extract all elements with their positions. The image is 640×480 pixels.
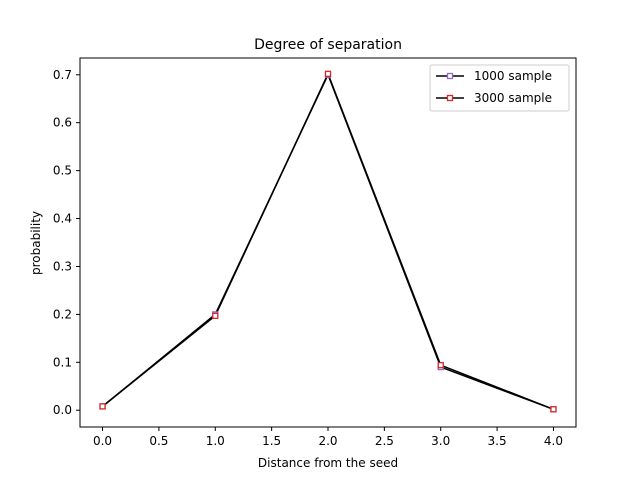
chart-title: Degree of separation [254,37,402,53]
x-tick-label: 2.5 [375,434,394,448]
series-2-point [99,403,106,410]
x-tick-label: 1.0 [206,434,225,448]
series-line-2 [102,71,554,410]
y-axis-ticks: 0.0 0.1 0.2 0.3 0.4 0.5 0.6 0.7 [53,68,80,417]
plot-area [99,70,557,413]
x-tick-label: 3.5 [488,434,507,448]
series-2-point [550,406,557,413]
legend-label-2: 3000 sample [474,91,552,105]
x-tick-label: 4.0 [544,434,563,448]
x-tick-label: 0.0 [93,434,112,448]
y-tick-label: 0.2 [53,307,72,321]
x-axis-label: Distance from the seed [258,456,398,470]
series-line-1 [102,72,554,410]
legend: 1000 sample 3000 sample [429,64,570,112]
x-tick-label: 0.5 [149,434,168,448]
x-axis-ticks: 0.0 0.5 1.0 1.5 2.0 2.5 3.0 3.5 4.0 [93,427,563,448]
legend-marker-2 [446,94,454,102]
x-tick-label: 1.5 [262,434,281,448]
y-tick-label: 0.1 [53,355,72,369]
y-tick-label: 0.7 [53,68,72,82]
axes-frame [79,57,577,428]
series-2-point [212,312,219,319]
series-2-point [437,362,444,369]
legend-box [429,64,570,112]
y-tick-label: 0.3 [53,259,72,273]
legend-marker-1 [446,72,454,80]
series-2-point [324,70,332,77]
y-tick-label: 0.6 [53,116,72,130]
y-axis-label: probability [29,211,43,275]
x-tick-label: 2.0 [318,434,337,448]
x-tick-label: 3.0 [431,434,450,448]
y-tick-label: 0.5 [53,164,72,178]
y-tick-label: 0.4 [53,212,72,226]
legend-label-1: 1000 sample [474,69,552,83]
y-tick-label: 0.0 [53,403,72,417]
